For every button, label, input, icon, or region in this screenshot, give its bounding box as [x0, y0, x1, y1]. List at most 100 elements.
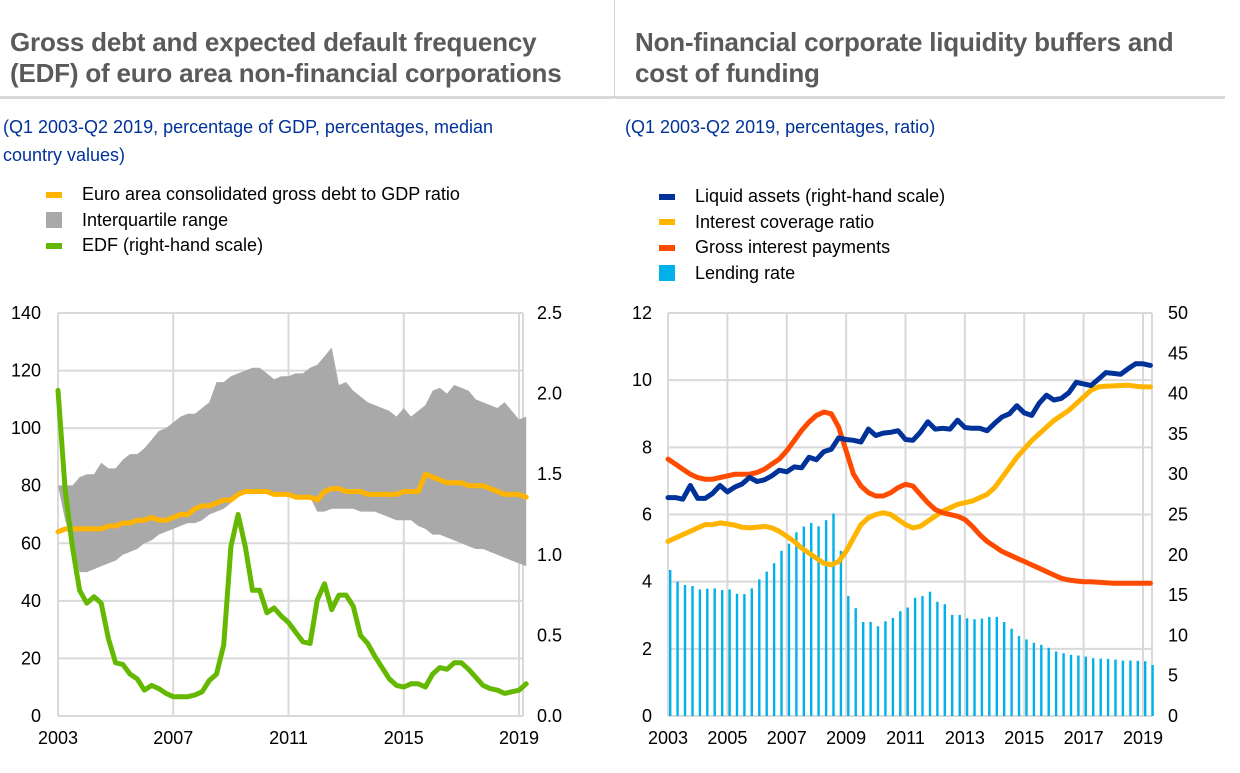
right-legend-item: Interest coverage ratio — [659, 210, 945, 236]
lending-rate-bar — [869, 622, 872, 716]
lending-rate-bar — [921, 596, 924, 716]
y-right-tick-label: 35 — [1168, 424, 1188, 444]
lending-rate-bar — [936, 601, 939, 716]
lending-rate-bar — [683, 585, 687, 716]
interest-coverage-line — [665, 382, 1153, 568]
legend-swatch-icon — [659, 244, 675, 251]
legend-swatch-icon — [46, 212, 62, 229]
lending-rate-bar — [1092, 658, 1095, 716]
lending-rate-bar — [1114, 659, 1117, 716]
x-tick-label: 2019 — [1123, 728, 1163, 748]
y-left-tick-label: 0 — [642, 706, 652, 726]
lending-rate-bar — [854, 608, 857, 716]
y-right-tick-label: 15 — [1168, 585, 1188, 605]
left-chart-panel: Gross debt and expected default frequenc… — [0, 0, 614, 773]
legend-swatch-icon — [659, 193, 675, 200]
lending-rate-bar — [795, 532, 798, 716]
y-right-tick-label: 10 — [1168, 625, 1188, 645]
x-tick-label: 2013 — [945, 728, 985, 748]
lending-rate-bar — [899, 611, 902, 716]
y-right-tick-label: 40 — [1168, 384, 1188, 404]
x-tick-label: 2009 — [826, 728, 866, 748]
edf-line — [55, 387, 529, 700]
legend-label: Euro area consolidated gross debt to GDP… — [82, 184, 460, 205]
lending-rate-bar — [1069, 654, 1073, 716]
y-left-tick-label: 2 — [642, 639, 652, 659]
lending-rate-bar — [787, 543, 791, 716]
right-legend-item: Lending rate — [659, 261, 945, 287]
y-right-tick-label: 5 — [1168, 666, 1178, 686]
right-grid — [667, 312, 1153, 717]
y-left-tick-label: 10 — [632, 370, 652, 390]
gross-debt-line — [55, 471, 529, 535]
y-left-tick-label: 80 — [21, 476, 41, 496]
lending-rate-bar — [780, 550, 783, 716]
legend-swatch-icon — [46, 191, 62, 198]
y-right-tick-label: 1.5 — [537, 464, 562, 484]
lending-rate-bar — [928, 591, 932, 716]
x-tick-label: 2015 — [384, 728, 424, 748]
left-chart-plot: 0 20 40 60 80 100 120 140 0.0 0.5 1.0 1.5 2.0 2.5 2003… — [11, 303, 562, 748]
right-legend-item: Liquid assets (right-hand scale) — [659, 184, 945, 210]
legend-label: Liquid assets (right-hand scale) — [695, 186, 946, 207]
y-left-tick-label: 120 — [11, 361, 41, 381]
lending-rate-bar — [1106, 658, 1110, 716]
lending-rate-bar — [721, 590, 724, 716]
right-title-line2: cost of funding — [635, 58, 820, 88]
x-tick-label: 2007 — [153, 728, 193, 748]
x-tick-label: 2007 — [767, 728, 807, 748]
right-chart-title: Non-financial corporate liquidity buffer… — [635, 27, 1174, 89]
lending-rate-bar — [1054, 651, 1058, 716]
lending-rate-bar — [958, 614, 961, 716]
lending-rate-bar — [1010, 628, 1013, 716]
y-right-tick-label: 20 — [1168, 545, 1188, 565]
lending-rate-bar — [913, 597, 917, 716]
y-left-tick-label: 100 — [11, 418, 41, 438]
lending-rate-bar — [676, 581, 679, 716]
lending-rate-bar — [772, 563, 776, 716]
y-left-tick-label: 40 — [21, 591, 41, 611]
lending-rate-bar — [884, 621, 887, 716]
left-title-line1: Gross debt and expected default frequenc… — [10, 27, 537, 57]
y-left-tick-label: 20 — [21, 648, 41, 668]
lending-rate-bar — [1084, 656, 1087, 716]
y-left-tick-label: 6 — [642, 505, 652, 525]
y-right-tick-label: 2.5 — [537, 303, 562, 323]
lending-rate-bar — [876, 626, 880, 716]
lending-rate-bar — [1032, 642, 1036, 716]
x-tick-label: 2017 — [1064, 728, 1104, 748]
x-tick-label: 2003 — [38, 728, 78, 748]
lending-rate-bar — [951, 614, 954, 716]
left-header-rule — [0, 96, 614, 99]
lending-rate-bar — [743, 594, 746, 716]
lending-rate-bar — [847, 596, 850, 716]
lending-rate-bar — [750, 588, 753, 716]
lending-rate-bar — [891, 617, 895, 716]
lending-rate-bar — [965, 618, 969, 716]
right-title-line1: Non-financial corporate liquidity buffer… — [635, 27, 1174, 57]
left-subtitle-line1: (Q1 2003-Q2 2019, percentage of GDP, per… — [3, 117, 493, 137]
y-left-tick-label: 0 — [31, 706, 41, 726]
legend-label: Lending rate — [695, 262, 796, 283]
y-right-tick-label: 0 — [1168, 706, 1178, 726]
left-chart-subtitle: (Q1 2003-Q2 2019, percentage of GDP, per… — [3, 113, 493, 169]
y-right-tick-label: 25 — [1168, 505, 1188, 525]
panel-divider — [614, 0, 615, 98]
right-subtitle-line1: (Q1 2003-Q2 2019, percentages, ratio) — [625, 117, 936, 137]
lending-rate-bar — [995, 616, 998, 716]
y-left-tick-label: 8 — [642, 437, 652, 457]
legend-swatch-icon — [46, 242, 62, 249]
legend-label: EDF (right-hand scale) — [82, 235, 264, 256]
liquid-assets-line — [665, 361, 1153, 502]
lending-rate-bar — [1136, 660, 1139, 716]
lending-rate-bar — [1151, 665, 1154, 716]
right-chart-panel: Non-financial corporate liquidity buffer… — [615, 0, 1240, 773]
lending-rate-bar — [758, 579, 761, 716]
x-tick-label: 2005 — [707, 728, 747, 748]
lending-rate-bar — [1017, 636, 1021, 716]
lending-rate-bar — [1047, 647, 1050, 716]
lending-rate-bar — [1003, 622, 1006, 716]
lending-rate-bar — [728, 589, 731, 716]
legend-swatch-icon — [659, 265, 675, 282]
y-left-tick-label: 60 — [21, 533, 41, 553]
